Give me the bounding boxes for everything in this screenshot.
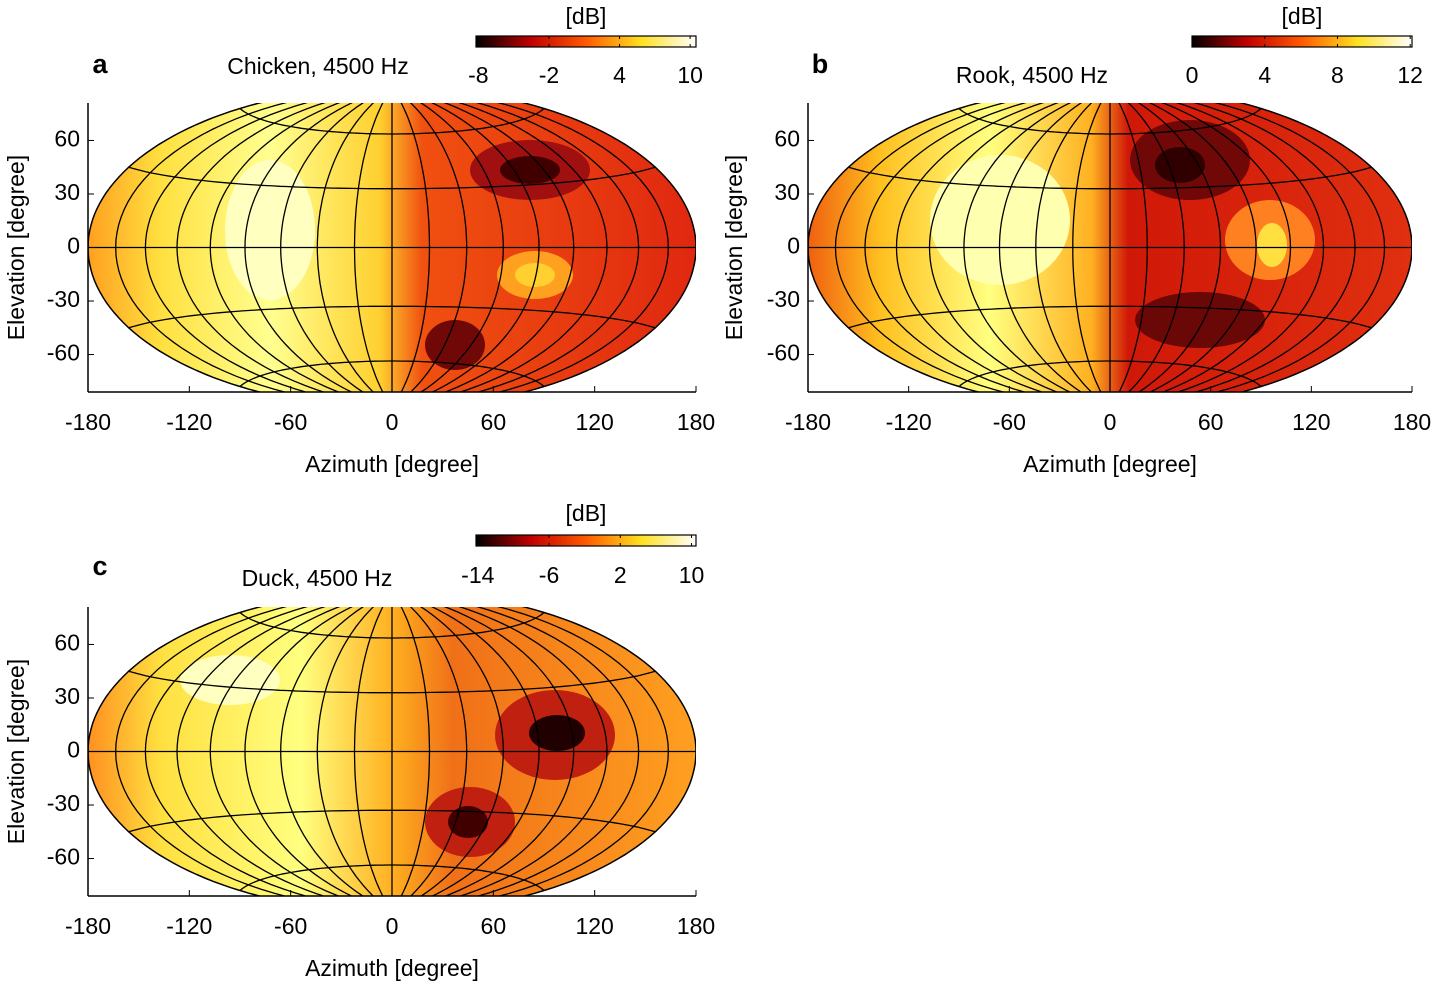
y-tick-label: 60 bbox=[54, 126, 80, 152]
colorbar-tick-label: 2 bbox=[614, 562, 627, 588]
colorbar-tick-label: 10 bbox=[679, 562, 705, 588]
x-tick-label: 0 bbox=[1104, 409, 1117, 435]
x-tick-label: 0 bbox=[386, 409, 399, 435]
map-clip bbox=[88, 607, 696, 896]
x-tick-label: 60 bbox=[481, 409, 507, 435]
colorbar bbox=[475, 35, 697, 48]
parallel bbox=[848, 305, 1372, 329]
x-tick-label: 120 bbox=[575, 913, 613, 939]
map-outline bbox=[88, 103, 696, 392]
colorbar-tick-label: -2 bbox=[539, 62, 559, 88]
y-tick-label: -30 bbox=[47, 286, 80, 312]
colorbar-label: [dB] bbox=[566, 3, 607, 29]
colorbar-tick-label: 12 bbox=[1397, 62, 1423, 88]
parallel bbox=[128, 166, 656, 190]
panel-label: b bbox=[812, 49, 829, 79]
parallel bbox=[958, 360, 1262, 387]
colorbar-label: [dB] bbox=[566, 500, 607, 526]
y-tick-label: 0 bbox=[67, 737, 80, 763]
parallel bbox=[128, 305, 656, 329]
x-tick-label: 60 bbox=[1198, 409, 1224, 435]
x-tick-label: -180 bbox=[785, 409, 831, 435]
colorbar-tick-label: 0 bbox=[1186, 62, 1199, 88]
x-tick-label: 120 bbox=[575, 409, 613, 435]
x-axis-label: Azimuth [degree] bbox=[1023, 451, 1197, 477]
y-tick-label: -30 bbox=[767, 286, 800, 312]
map-clip bbox=[88, 103, 696, 392]
map-outline bbox=[808, 103, 1412, 392]
parallel bbox=[239, 108, 545, 135]
x-tick-label: -180 bbox=[65, 913, 111, 939]
colorbar bbox=[1191, 35, 1413, 48]
parallel bbox=[128, 670, 656, 694]
colorbar bbox=[475, 534, 697, 547]
y-tick-label: -60 bbox=[767, 340, 800, 366]
graticule bbox=[88, 607, 696, 896]
y-tick-label: 30 bbox=[774, 179, 800, 205]
panel-label: c bbox=[92, 551, 107, 581]
y-axis-label: Elevation [degree] bbox=[3, 659, 29, 844]
y-tick-label: 60 bbox=[774, 126, 800, 152]
x-tick-label: 0 bbox=[386, 913, 399, 939]
x-tick-label: -120 bbox=[166, 409, 212, 435]
y-axis-label: Elevation [degree] bbox=[721, 155, 747, 340]
colorbar-tick-label: -14 bbox=[461, 562, 494, 588]
y-tick-label: 0 bbox=[787, 233, 800, 259]
parallel bbox=[239, 360, 545, 387]
y-tick-label: -30 bbox=[47, 790, 80, 816]
y-tick-label: 0 bbox=[67, 233, 80, 259]
y-tick-label: 30 bbox=[54, 179, 80, 205]
y-axis-label: Elevation [degree] bbox=[3, 155, 29, 340]
panel-label: a bbox=[92, 49, 108, 79]
graticule bbox=[808, 103, 1412, 392]
x-tick-label: -60 bbox=[274, 409, 307, 435]
y-tick-label: 30 bbox=[54, 683, 80, 709]
x-tick-label: -120 bbox=[166, 913, 212, 939]
x-tick-label: 180 bbox=[677, 913, 715, 939]
x-tick-label: 180 bbox=[677, 409, 715, 435]
colorbar-tick-label: 10 bbox=[677, 62, 703, 88]
parallel bbox=[239, 612, 545, 639]
x-axis-label: Azimuth [degree] bbox=[305, 955, 479, 981]
y-tick-label: 60 bbox=[54, 630, 80, 656]
parallel bbox=[958, 108, 1262, 135]
parallel bbox=[848, 166, 1372, 190]
colorbar-tick-label: 4 bbox=[1258, 62, 1271, 88]
x-tick-label: -60 bbox=[993, 409, 1026, 435]
chart-title: Duck, 4500 Hz bbox=[242, 565, 393, 591]
map-clip bbox=[808, 103, 1412, 392]
colorbar-tick-label: 4 bbox=[613, 62, 626, 88]
y-tick-label: -60 bbox=[47, 844, 80, 870]
colorbar-tick-label: -8 bbox=[468, 62, 488, 88]
x-tick-label: -180 bbox=[65, 409, 111, 435]
x-tick-label: 120 bbox=[1292, 409, 1330, 435]
colorbar-tick-label: -6 bbox=[539, 562, 559, 588]
x-tick-label: -120 bbox=[886, 409, 932, 435]
x-tick-label: -60 bbox=[274, 913, 307, 939]
colorbar-tick-label: 8 bbox=[1331, 62, 1344, 88]
graticule bbox=[88, 103, 696, 392]
colorbar-label: [dB] bbox=[1282, 3, 1323, 29]
parallel bbox=[239, 864, 545, 891]
x-tick-label: 60 bbox=[481, 913, 507, 939]
x-axis-label: Azimuth [degree] bbox=[305, 451, 479, 477]
chart-title: Chicken, 4500 Hz bbox=[227, 53, 409, 79]
y-tick-label: -60 bbox=[47, 340, 80, 366]
parallel bbox=[128, 809, 656, 833]
chart-title: Rook, 4500 Hz bbox=[956, 62, 1108, 88]
x-tick-label: 180 bbox=[1393, 409, 1431, 435]
map-outline bbox=[88, 607, 696, 896]
